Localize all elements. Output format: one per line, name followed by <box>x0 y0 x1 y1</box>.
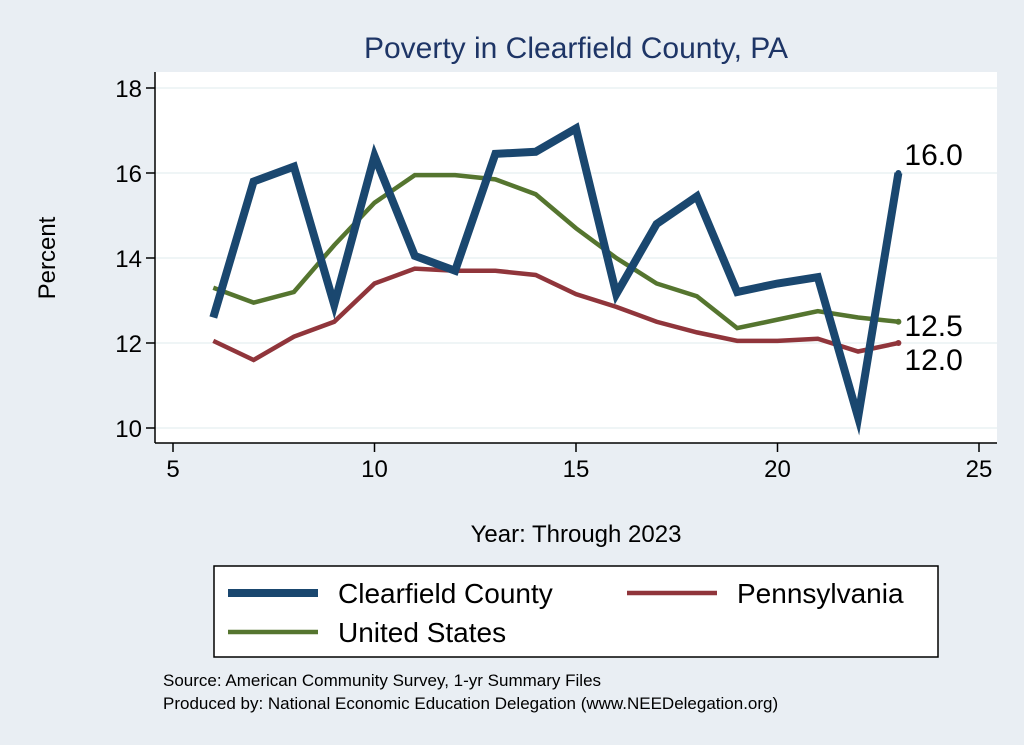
x-tick-label-4: 25 <box>966 456 993 483</box>
end-label-clearfield-county: 16.0 <box>904 139 962 172</box>
x-tick-label-0: 5 <box>166 456 179 483</box>
x-axis-title: Year: Through 2023 <box>471 521 682 548</box>
legend-box <box>213 565 939 658</box>
x-tick-label-1: 10 <box>361 456 388 483</box>
chart-title: Poverty in Clearfield County, PA <box>364 32 788 65</box>
producer-note: Produced by: National Economic Education… <box>163 694 778 713</box>
end-point-clearfield-county <box>895 170 902 176</box>
legend-label-pennsylvania: Pennsylvania <box>737 578 904 609</box>
y-tick-label-1: 12 <box>115 331 142 358</box>
legend-label-clearfield-county: Clearfield County <box>338 578 553 609</box>
series-layer <box>209 122 903 436</box>
axes: 10 12 14 16 18 5 10 15 20 25 <box>115 72 997 483</box>
source-note: Source: American Community Survey, 1-yr … <box>163 671 601 690</box>
end-labels: 16.0 12.012.5 <box>904 139 962 377</box>
series-line-clearfield-county <box>209 122 903 436</box>
end-point-pennsylvania <box>895 340 902 346</box>
series-line-pennsylvania <box>212 266 899 363</box>
end-point-united-states <box>895 318 902 325</box>
y-tick-label-2: 14 <box>115 246 142 273</box>
series-line-united-states <box>212 172 899 331</box>
y-tick-label-4: 18 <box>115 76 142 103</box>
y-tick-label-0: 10 <box>115 416 142 443</box>
legend-label-united-states: United States <box>338 617 506 648</box>
x-tick-label-2: 15 <box>563 456 590 483</box>
y-axis-title: Percent <box>34 216 61 299</box>
y-tick-label-3: 16 <box>115 161 142 188</box>
x-tick-label-3: 20 <box>764 456 791 483</box>
end-label-united-states: 12.5 <box>904 310 962 343</box>
end-label-pennsylvania: 12.0 <box>904 344 962 377</box>
legend: Clearfield County Pennsylvania United Stat… <box>213 565 939 658</box>
